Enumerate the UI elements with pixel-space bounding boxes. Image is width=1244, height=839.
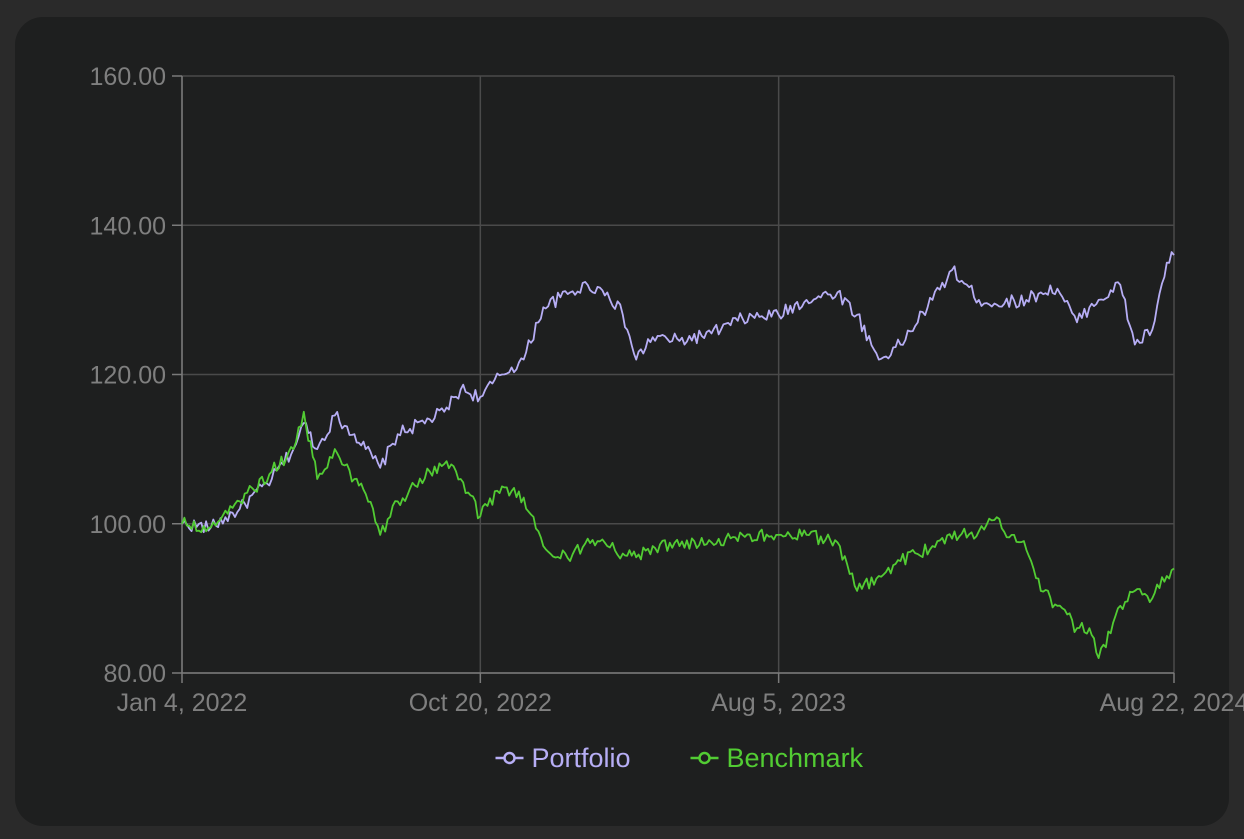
- y-tick-label: 140.00: [90, 212, 166, 240]
- x-tick-label: Aug 22, 2024: [1100, 689, 1244, 717]
- y-tick-label: 100.00: [90, 511, 166, 539]
- x-axis-ticks: Jan 4, 2022 Oct 20, 2022 Aug 5, 2023 Aug 22…: [117, 673, 1244, 717]
- series-line-benchmark: [181, 410, 1175, 659]
- legend-marker-icon: [503, 751, 516, 765]
- x-tick-label: Oct 20, 2022: [409, 689, 552, 717]
- grid: [181, 75, 1175, 674]
- legend-item-portfolio[interactable]: Portfolio: [495, 743, 631, 773]
- legend-label: Benchmark: [727, 743, 864, 773]
- y-axis-ticks: 80.00 100.00 120.00 140.00 160.00: [90, 63, 182, 688]
- series-layer: [181, 251, 1175, 659]
- x-tick-label: Jan 4, 2022: [117, 689, 248, 717]
- y-tick-label: 160.00: [90, 63, 166, 91]
- legend: Portfolio Benchmark: [495, 743, 864, 773]
- legend-item-benchmark[interactable]: Benchmark: [690, 743, 864, 773]
- y-tick-label: 80.00: [103, 660, 166, 688]
- legend-marker-icon: [698, 751, 711, 765]
- legend-label: Portfolio: [532, 743, 631, 773]
- x-tick-label: Aug 5, 2023: [711, 689, 846, 717]
- chart-card: [15, 17, 1229, 826]
- series-line-portfolio: [181, 251, 1175, 534]
- y-tick-label: 120.00: [90, 362, 166, 390]
